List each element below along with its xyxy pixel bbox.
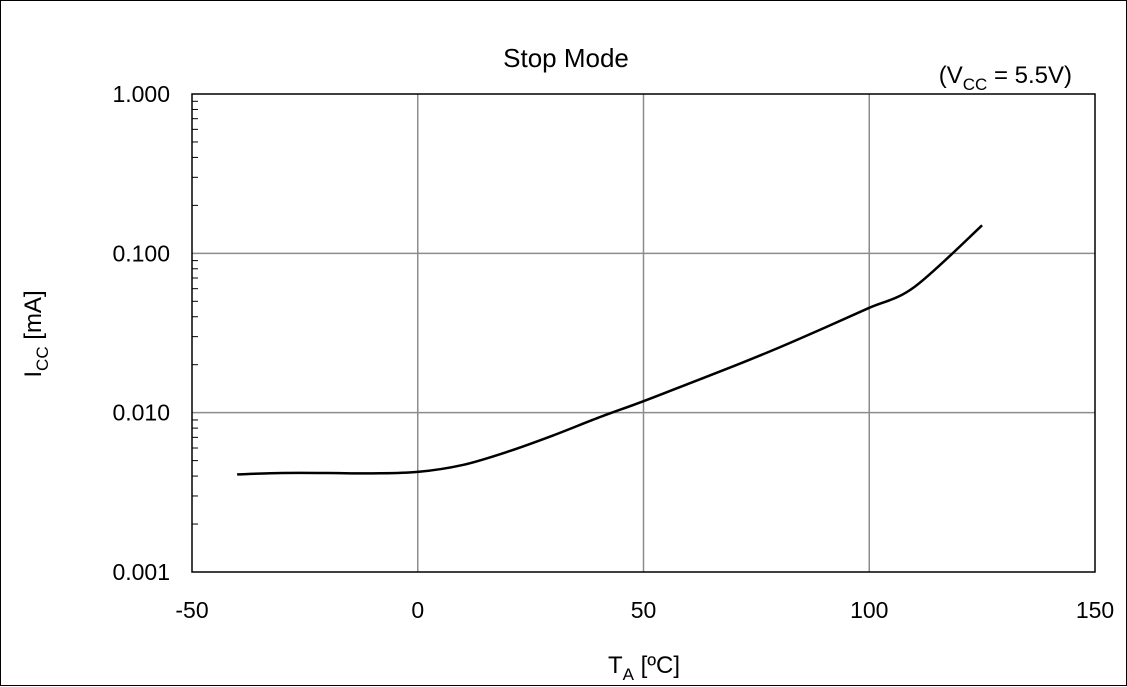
y-tick-label: 1.000 xyxy=(112,81,170,107)
condition-annotation: (VCC = 5.5V) xyxy=(939,62,1072,94)
chart-title: Stop Mode xyxy=(503,43,629,73)
x-tick-label: 150 xyxy=(1076,597,1114,623)
minor-ticks xyxy=(192,100,198,525)
y-axis-label: ICC [mA] xyxy=(20,290,52,377)
x-tick-label: -50 xyxy=(175,597,208,623)
x-tick-label: 100 xyxy=(850,597,888,623)
y-tick-labels: 0.001 0.010 0.100 1.000 xyxy=(112,81,170,585)
series-line xyxy=(237,224,983,476)
y-tick-label: 0.010 xyxy=(112,400,170,426)
grid xyxy=(192,94,1095,572)
plot-area xyxy=(191,93,1096,573)
y-tick-label: 0.001 xyxy=(112,559,170,585)
x-tick-labels: -50 0 50 100 150 xyxy=(175,597,1114,623)
x-tick-label: 50 xyxy=(631,597,657,623)
y-tick-label: 0.100 xyxy=(112,240,170,266)
x-axis-label: TA [ºC] xyxy=(608,652,680,684)
x-tick-label: 0 xyxy=(411,597,424,623)
series-lines xyxy=(237,224,983,476)
